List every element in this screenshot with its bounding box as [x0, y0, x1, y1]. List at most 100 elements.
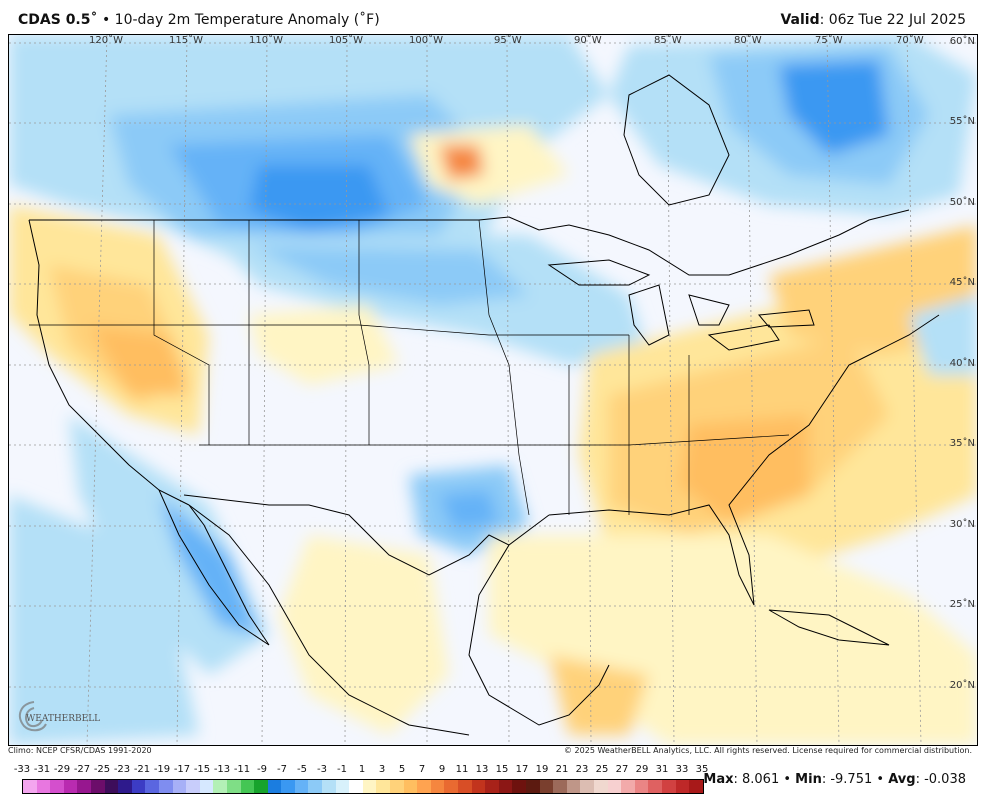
- colorbar-tick-label: 35: [695, 764, 709, 775]
- colorbar-swatch: [23, 780, 37, 793]
- colorbar-swatch: [580, 780, 594, 793]
- colorbar-swatch: [376, 780, 391, 793]
- colorbar-swatch: [553, 780, 567, 793]
- colorbar-swatch: [403, 780, 418, 793]
- colorbar-tick-label: -23: [113, 764, 131, 775]
- lat-label: 60˚N: [949, 36, 975, 47]
- colorbar-swatch: [267, 780, 282, 793]
- lat-label: 35˚N: [949, 438, 975, 449]
- lon-label: 75˚W: [815, 35, 843, 46]
- lon-label: 80˚W: [734, 35, 762, 46]
- colorbar-tick-label: 3: [378, 764, 386, 775]
- colorbar-swatch: [349, 780, 363, 793]
- min-value: : -9.751: [821, 772, 873, 787]
- lon-label: 110˚W: [249, 35, 283, 46]
- colorbar-swatch: [77, 780, 91, 793]
- colorbar-swatch: [634, 780, 649, 793]
- field-stats: Max: 8.061 • Min: -9.751 • Avg: -0.038: [703, 772, 966, 787]
- colorbar-tick-label: 21: [555, 764, 569, 775]
- colorbar-tick-label: -1: [337, 764, 347, 775]
- colorbar-tick-label: 9: [438, 764, 446, 775]
- lat-label: 40˚N: [949, 358, 975, 369]
- colorbar-swatch: [104, 780, 119, 793]
- colorbar-tick-label: 27: [615, 764, 629, 775]
- colorbar-tick-label: -29: [53, 764, 71, 775]
- colorbar-tick-label: 25: [595, 764, 609, 775]
- colorbar-tick-label: -15: [193, 764, 211, 775]
- map-title: CDAS 0.5˚ • 10-day 2m Temperature Anomal…: [18, 12, 380, 28]
- colorbar-swatch: [689, 780, 703, 793]
- colorbar-tick-label: 29: [635, 764, 649, 775]
- lat-label: 30˚N: [949, 519, 975, 530]
- colorbar-tick-label: 33: [675, 764, 689, 775]
- copyright: © 2025 WeatherBELL Analytics, LLC. All r…: [564, 746, 972, 755]
- colorbar-swatch: [240, 780, 255, 793]
- weatherbell-logo: WEATHERBELL: [18, 701, 100, 732]
- lon-label: 85˚W: [654, 35, 682, 46]
- lon-label: 120˚W: [89, 35, 123, 46]
- colorbar-ticks: -33 -31 -29 -27 -25 -23 -21 -19 -17 -15 -13 -11 -9 -7…: [12, 764, 712, 778]
- colorbar-swatch: [525, 780, 540, 793]
- colorbar-swatch: [36, 780, 51, 793]
- colorbar-swatch: [498, 780, 513, 793]
- colorbar-swatch: [308, 780, 323, 793]
- colorbar-tick-label: -7: [277, 764, 287, 775]
- colorbar-swatch: [621, 780, 635, 793]
- lat-label: 45˚N: [949, 277, 975, 288]
- lon-label: 100˚W: [409, 35, 443, 46]
- lat-label: 50˚N: [949, 197, 975, 208]
- colorbar-swatch: [63, 780, 78, 793]
- colorbar-swatch: [607, 780, 622, 793]
- lon-label: 90˚W: [574, 35, 602, 46]
- colorbar-swatch: [417, 780, 431, 793]
- colorbar-tick-label: 1: [358, 764, 366, 775]
- svg-text:WEATHERBELL: WEATHERBELL: [26, 714, 100, 724]
- colorbar-tick-label: -9: [257, 764, 267, 775]
- colorbar-swatch: [593, 780, 608, 793]
- max-value: : 8.061: [733, 772, 780, 787]
- colorbar-swatch: [281, 780, 295, 793]
- lat-label: 20˚N: [949, 680, 975, 691]
- colorbar-tick-label: -3: [317, 764, 327, 775]
- colorbar-tick-label: -17: [173, 764, 191, 775]
- climo-note: Climo: NCEP CFSR/CDAS 1991-2020: [8, 746, 152, 755]
- colorbar-swatch: [213, 780, 227, 793]
- colorbar-swatch: [566, 780, 581, 793]
- colorbar-swatch: [90, 780, 105, 793]
- colorbar-swatch: [199, 780, 214, 793]
- colorbar-tick-label: -19: [153, 764, 171, 775]
- colorbar-swatch: [471, 780, 486, 793]
- colorbar-swatch: [430, 780, 445, 793]
- colorbar-swatch: [186, 780, 200, 793]
- colorbar-tick-label: 5: [398, 764, 406, 775]
- colorbar-tick-label: 19: [535, 764, 549, 775]
- map-canvas: [9, 35, 977, 745]
- colorbar-swatch: [294, 780, 309, 793]
- graticule: [9, 35, 977, 745]
- lat-label: 55˚N: [949, 116, 975, 127]
- colorbar-swatch: [254, 780, 268, 793]
- colorbar-swatch: [390, 780, 404, 793]
- anomaly-map[interactable]: 120˚W 115˚W 110˚W 105˚W 100˚W 95˚W 90˚W …: [8, 34, 978, 746]
- colorbar-swatch: [50, 780, 64, 793]
- colorbar-tick-label: 13: [475, 764, 489, 775]
- colorbar-tick-label: -25: [93, 764, 111, 775]
- colorbar-swatch: [335, 780, 350, 793]
- colorbar-swatch: [362, 780, 377, 793]
- colorbar-tick-label: 11: [455, 764, 469, 775]
- colorbar-tick-label: -13: [213, 764, 231, 775]
- colorbar-tick-label: -11: [233, 764, 251, 775]
- colorbar-tick-label: -33: [13, 764, 31, 775]
- colorbar-tick-label: 7: [418, 764, 426, 775]
- colorbar-swatch: [322, 780, 336, 793]
- colorbar-swatch: [131, 780, 146, 793]
- avg-value: : -0.038: [915, 772, 966, 787]
- lon-label: 95˚W: [494, 35, 522, 46]
- colorbar-swatch: [444, 780, 458, 793]
- colorbar: [22, 779, 704, 794]
- lon-label: 105˚W: [329, 35, 363, 46]
- colorbar-tick-label: -5: [297, 764, 307, 775]
- colorbar-swatch: [158, 780, 173, 793]
- colorbar-tick-label: 15: [495, 764, 509, 775]
- colorbar-swatch: [539, 780, 554, 793]
